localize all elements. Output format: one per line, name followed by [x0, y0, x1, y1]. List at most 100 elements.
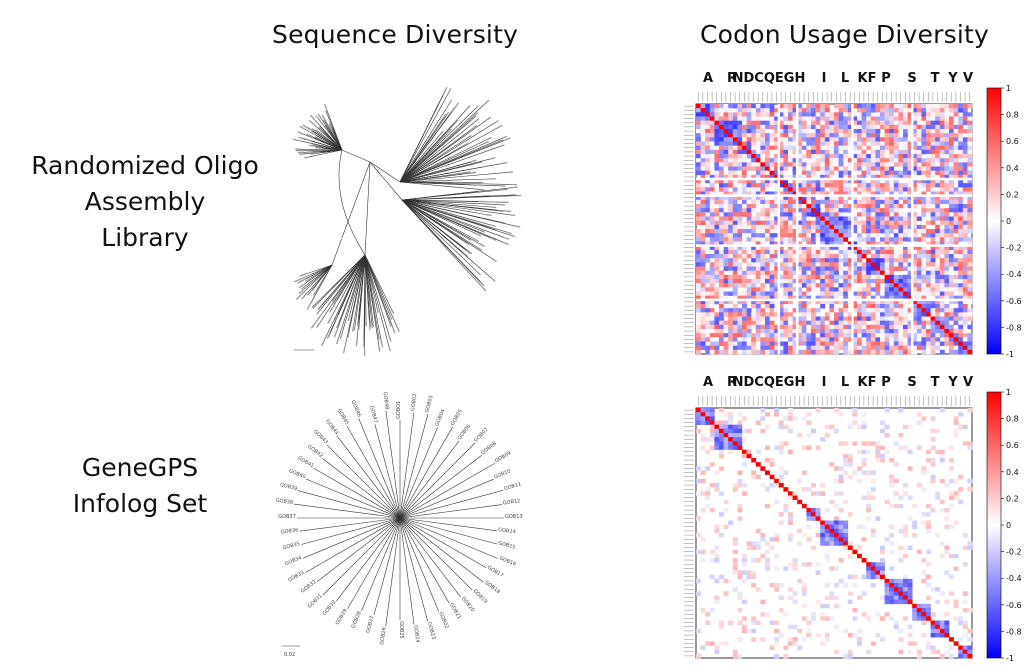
heatmap-cell — [746, 258, 752, 263]
heatmap-cell — [696, 241, 701, 246]
heatmap-cell — [861, 112, 867, 117]
tree-branch — [348, 280, 360, 332]
heatmap-cell — [898, 195, 904, 201]
heatmap-cell — [788, 212, 793, 217]
heatmap-cell — [806, 324, 812, 330]
heatmap-cell — [806, 341, 812, 346]
heatmap-cell — [861, 116, 867, 121]
heatmap-cell — [939, 508, 945, 513]
heatmap-cell — [709, 249, 715, 255]
heatmap-cell — [903, 162, 908, 167]
heatmap-cell — [889, 566, 895, 571]
heatmap-cell — [696, 420, 701, 425]
heatmap-cell — [709, 237, 715, 242]
heatmap-cell — [755, 587, 761, 592]
heatmap-cell — [737, 166, 743, 171]
heatmap-cell — [714, 216, 720, 221]
heatmap-cell — [875, 129, 881, 134]
heatmap-cell — [962, 270, 968, 276]
heatmap-cell — [834, 212, 839, 217]
heatmap-cell — [898, 149, 904, 155]
heatmap-cell — [723, 224, 729, 230]
heatmap-cell — [838, 258, 844, 263]
heatmap-cell — [788, 412, 793, 417]
heatmap-cell — [926, 287, 931, 292]
heatmap-cell — [765, 104, 770, 109]
heatmap-cell — [765, 170, 770, 176]
heatmap-cell — [824, 583, 830, 588]
heatmap-cell — [719, 187, 724, 192]
tip-label: GOB16 — [498, 555, 517, 567]
heatmap-cell — [765, 133, 770, 138]
heatmap-cell — [861, 283, 867, 288]
heatmap-cell — [939, 624, 945, 630]
heatmap-cell — [898, 104, 904, 109]
heatmap-cell — [811, 112, 816, 117]
heatmap-cell — [967, 166, 973, 171]
heatmap-cell — [834, 312, 839, 317]
heatmap-cell — [834, 249, 839, 255]
heatmap-cell — [884, 254, 890, 259]
heatmap-cell — [962, 312, 968, 317]
heatmap-cell — [967, 487, 973, 492]
heatmap-cell — [806, 170, 812, 176]
heatmap-cell — [774, 237, 780, 242]
heatmap-cell — [893, 241, 899, 246]
heatmap-cell — [939, 295, 945, 301]
heatmap-cell — [774, 145, 780, 151]
heatmap-cell — [870, 187, 876, 192]
heatmap-cell — [889, 270, 895, 276]
heatmap-cell — [719, 279, 724, 284]
heatmap-cell — [709, 199, 715, 205]
heatmap-cell — [742, 599, 747, 605]
heatmap-cell — [875, 220, 881, 226]
tip-label: GOB11 — [503, 482, 522, 492]
heatmap-cell — [723, 187, 729, 192]
heatmap-cell — [769, 199, 775, 205]
heatmap-cell — [921, 224, 927, 230]
heatmap-cell — [921, 237, 927, 242]
heatmap-cell — [939, 229, 945, 234]
heatmap-cell — [737, 183, 743, 188]
heatmap-cell — [737, 320, 743, 326]
heatmap-cell — [728, 324, 734, 330]
heatmap-cell — [765, 249, 770, 255]
tip-label-mark — [442, 89, 447, 96]
heatmap-cell — [801, 603, 807, 609]
heatmap-cell — [797, 216, 803, 221]
heatmap-cell — [907, 587, 913, 592]
heatmap-cell — [705, 137, 711, 142]
heatmap-cell — [921, 487, 927, 492]
heatmap-cell — [719, 137, 724, 142]
heatmap-cell — [783, 208, 789, 213]
heatmap-cell — [737, 412, 743, 417]
heatmap-cell — [751, 220, 757, 226]
heatmap-cell — [870, 333, 876, 338]
heatmap-cell — [967, 237, 973, 242]
heatmap-cell — [788, 166, 793, 171]
heatmap-cell — [884, 170, 890, 176]
heatmap-cell — [930, 174, 936, 180]
heatmap-cell — [958, 316, 964, 321]
heatmap-cell — [709, 216, 715, 221]
heatmap-cell — [820, 287, 826, 292]
heatmap-cell — [939, 191, 945, 196]
heatmap-cell — [760, 483, 766, 488]
heatmap-cell — [797, 299, 803, 305]
heatmap-cell — [742, 416, 747, 421]
heatmap-cell — [714, 162, 720, 167]
heatmap-cell — [696, 195, 701, 201]
heatmap-cell — [719, 424, 724, 430]
heatmap-cell — [806, 537, 812, 542]
heatmap-cell — [847, 270, 853, 276]
heatmap-cell — [834, 428, 839, 434]
heatmap-cell — [723, 241, 729, 246]
heatmap-cell — [732, 166, 738, 171]
heatmap-cell — [939, 449, 945, 455]
heatmap-cell — [829, 245, 835, 251]
tree-branch — [332, 130, 337, 139]
heatmap-cell — [732, 249, 738, 255]
heatmap-cell — [700, 266, 706, 271]
heatmap-cell — [769, 545, 775, 550]
heatmap-cell — [847, 233, 853, 238]
